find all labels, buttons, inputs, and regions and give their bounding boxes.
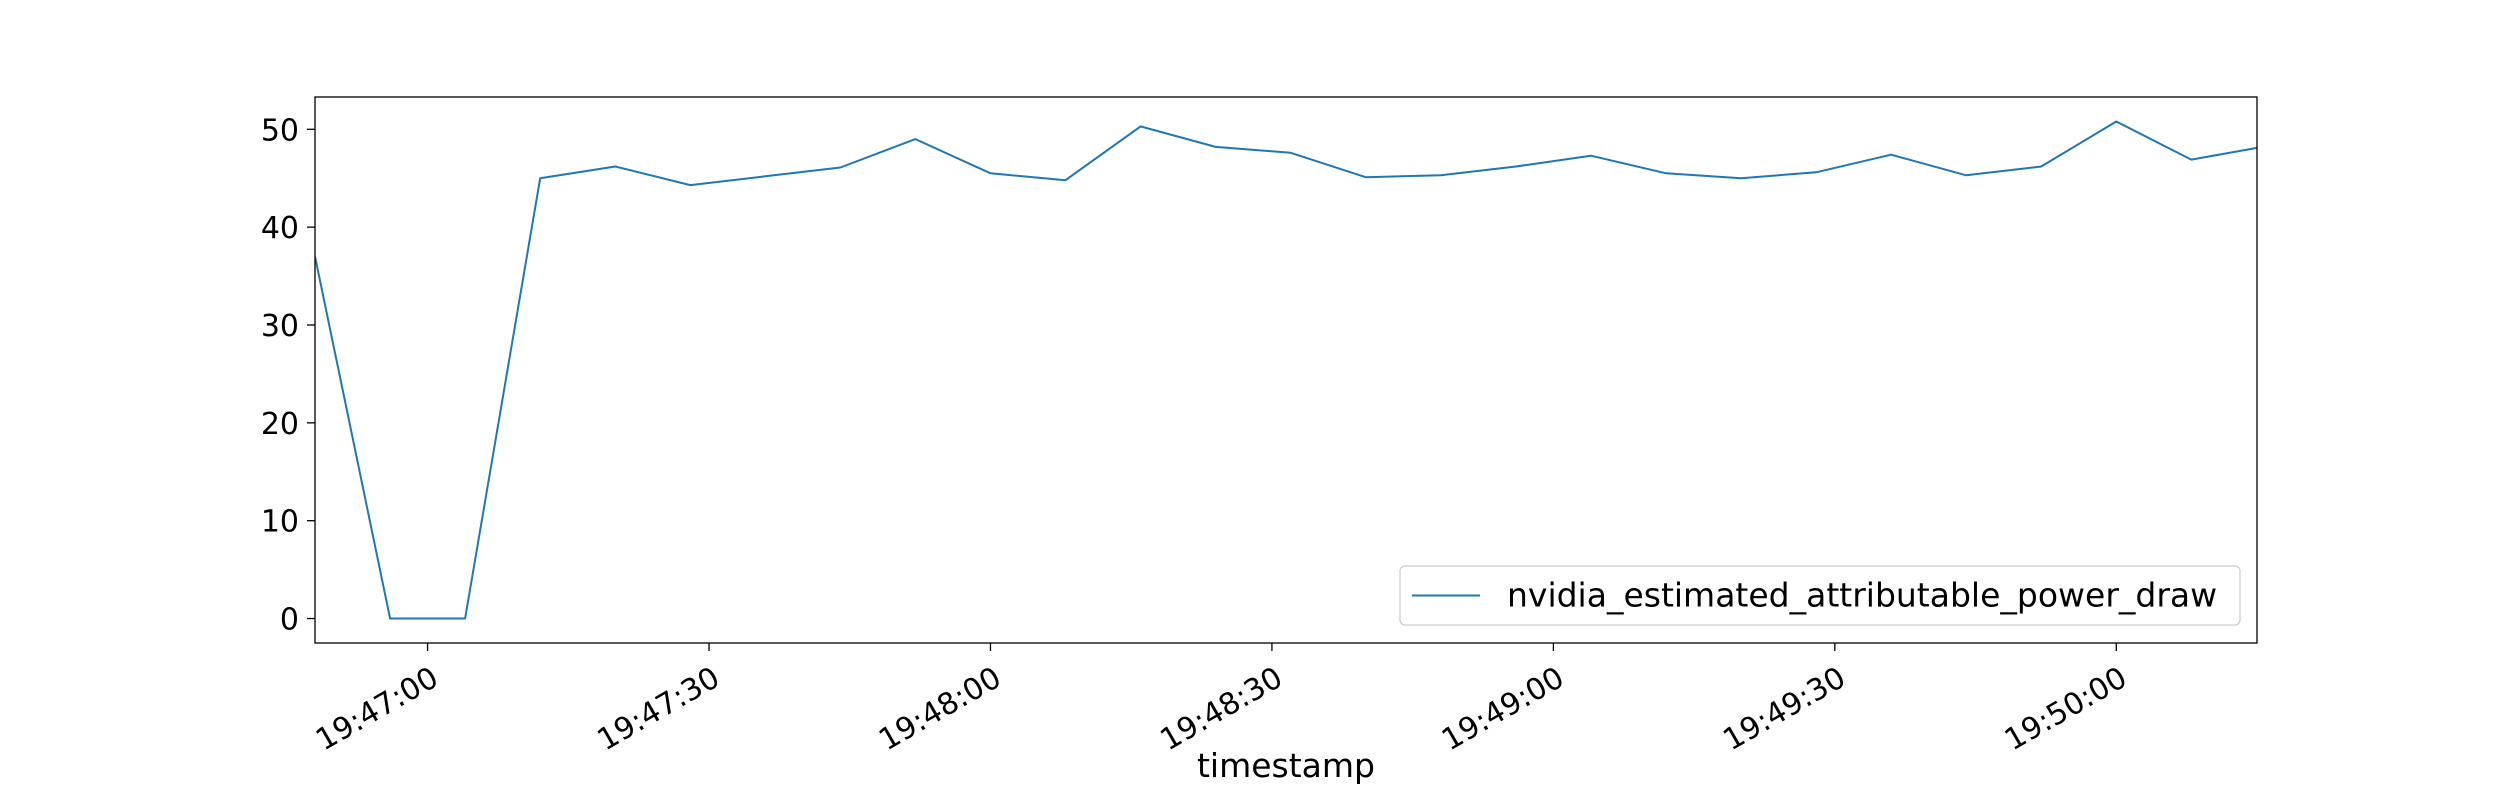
y-tick-label: 30 [261, 309, 299, 344]
legend-entry-label: nvidia_estimated_attributable_power_draw [1507, 576, 2217, 615]
series-line-0 [315, 120, 2257, 620]
series-layer [315, 120, 2257, 620]
y-tick-label: 20 [261, 407, 299, 442]
legend-box [1399, 565, 2241, 626]
y-tick-label: 10 [261, 505, 299, 540]
y-tick-label: 50 [261, 113, 299, 148]
y-tick-label: 40 [261, 211, 299, 246]
plot-area-frame [314, 96, 2258, 644]
x-axis-label: timestamp [1197, 746, 1375, 785]
legend: nvidia_estimated_attributable_power_draw [1399, 565, 2241, 626]
y-axis: 0 10 20 30 40 50 [261, 113, 315, 638]
y-tick-label: 0 [280, 603, 299, 638]
